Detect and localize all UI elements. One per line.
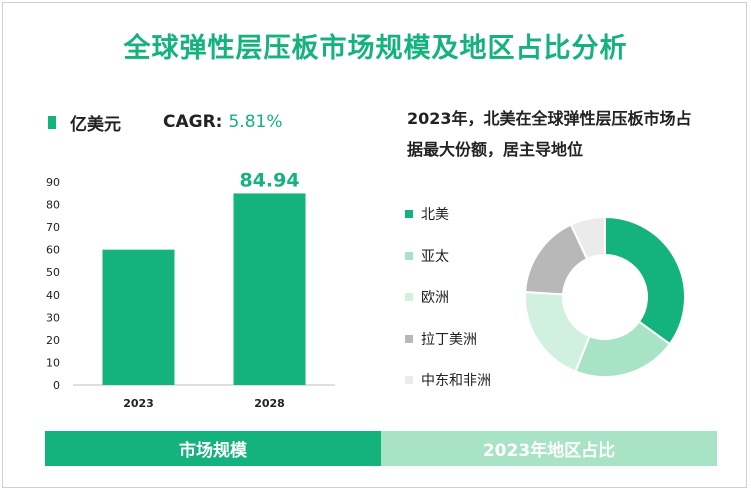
footer-market-size: 市场规模 <box>45 431 381 466</box>
region-swatch <box>405 210 413 218</box>
y-tick-label: 0 <box>53 379 60 392</box>
bar <box>233 193 306 385</box>
region-legend-item: 中东和非洲 <box>405 370 491 390</box>
region-swatch <box>405 251 413 260</box>
region-label: 欧洲 <box>421 290 449 306</box>
region-swatch <box>405 293 413 301</box>
data-label: 84.94 <box>239 169 299 191</box>
y-tick-label: 50 <box>46 266 60 279</box>
cagr-label: CAGR: <box>163 112 223 132</box>
y-tick-label: 90 <box>46 176 60 189</box>
page-frame <box>2 2 747 488</box>
bar <box>102 249 175 385</box>
region-swatch <box>405 334 413 343</box>
y-tick-label: 70 <box>46 221 60 234</box>
region-legend-item: 拉丁美洲 <box>405 329 491 349</box>
pie-slice <box>524 290 591 373</box>
pie-slice <box>604 215 686 346</box>
legend-swatch <box>48 115 56 129</box>
region-legend-item: 欧洲 <box>405 287 491 307</box>
region-label: 拉丁美洲 <box>421 331 477 348</box>
y-tick-label: 40 <box>46 289 60 302</box>
region-swatch <box>405 376 413 384</box>
page-title: 全球弹性层压板市场规模及地区占比分析 <box>123 33 628 64</box>
bar-chart: 0 10 20 30 40 50 60 70 80 90 2023 2028 84.94 <box>46 169 335 410</box>
y-tick-label: 10 <box>46 356 60 369</box>
y-tick-label: 20 <box>46 334 60 347</box>
region-legend-item: 亚太 <box>405 246 491 266</box>
region-legend: 北美亚太欧洲拉丁美洲中东和非洲 <box>405 204 491 412</box>
region-label: 亚太 <box>421 248 449 265</box>
y-tick-label: 80 <box>46 199 60 212</box>
pie-chart <box>524 215 686 378</box>
y-tick-label: 30 <box>46 311 60 324</box>
x-tick-label: 2028 <box>254 397 285 410</box>
region-label: 北美 <box>421 207 449 223</box>
region-label: 中东和非洲 <box>421 373 491 389</box>
footer-region-share: 2023年地区占比 <box>381 431 717 466</box>
region-legend-item: 北美 <box>405 204 491 224</box>
x-tick-label: 2023 <box>123 397 154 410</box>
bar-legend: 亿美元 CAGR: 5.81% <box>48 110 283 135</box>
pie-subtitle: 2023年，北美在全球弹性层压板市场占据最大份额，居主导地位 <box>407 109 692 159</box>
pie-slice <box>569 215 606 261</box>
unit-label: 亿美元 <box>70 114 121 135</box>
y-tick-label: 60 <box>46 244 60 257</box>
cagr-value: 5.81% <box>228 112 283 132</box>
